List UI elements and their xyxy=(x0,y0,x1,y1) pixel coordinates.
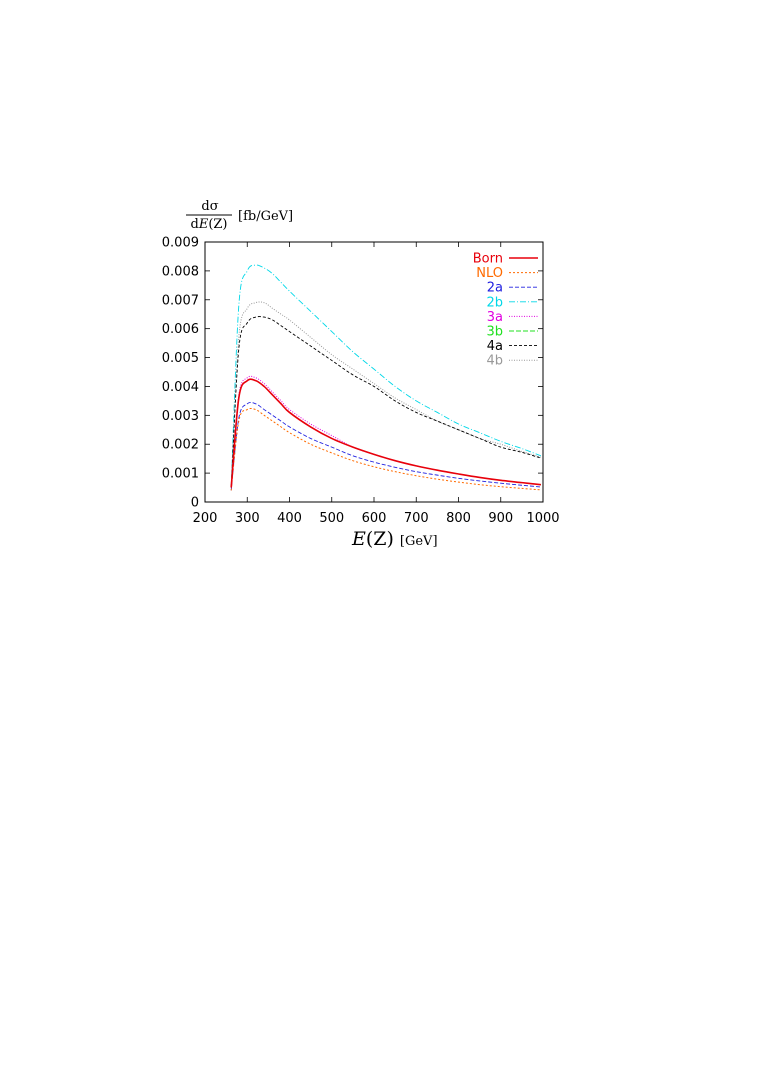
y-tick-label: 0.002 xyxy=(162,438,199,453)
y-label-denominator-arg: (Z) xyxy=(208,217,227,232)
x-label-arg: (Z) xyxy=(366,528,394,550)
y-tick-label: 0.003 xyxy=(162,409,199,424)
series-line-3b xyxy=(230,378,541,488)
y-tick-label: 0.001 xyxy=(162,467,199,482)
series-layer xyxy=(230,264,542,491)
legend-label-4b: 4b xyxy=(486,354,503,369)
legend-label-3b: 3b xyxy=(486,325,503,340)
x-tick-label: 900 xyxy=(488,511,513,526)
legend-label-2a: 2a xyxy=(487,281,503,296)
legend-label-3a: 3a xyxy=(487,310,503,325)
x-tick-label: 700 xyxy=(404,511,429,526)
y-label-denominator: dE(Z) xyxy=(190,217,227,232)
y-tick-label: 0.007 xyxy=(162,293,199,308)
y-label-unit: [fb/GeV] xyxy=(238,209,293,224)
legend-label-2b: 2b xyxy=(486,295,503,310)
series-line-born xyxy=(230,378,541,488)
x-tick-label: 1000 xyxy=(526,511,559,526)
y-tick-label: 0.006 xyxy=(162,322,199,337)
series-line-4a xyxy=(230,316,542,488)
x-label-unit: [GeV] xyxy=(400,534,438,549)
y-tick-label: 0.008 xyxy=(162,264,199,279)
legend-label-4a: 4a xyxy=(487,339,503,354)
series-line-4b xyxy=(230,301,542,488)
x-tick-label: 500 xyxy=(319,511,344,526)
x-tick-label: 400 xyxy=(277,511,302,526)
y-tick-label: 0.005 xyxy=(162,351,199,366)
x-axis-label: E(Z) [GeV] xyxy=(351,528,438,550)
y-axis-label: dσ dE(Z) [fb/GeV] xyxy=(186,199,293,232)
y-axis-ticks: 0 0.001 0.002 0.003 0.004 0.005 0.006 0.007 0.00… xyxy=(162,236,543,511)
legend-label-born: Born xyxy=(473,252,503,267)
y-label-numerator: dσ xyxy=(201,199,218,214)
series-line-2a xyxy=(230,402,541,491)
x-tick-label: 800 xyxy=(446,511,471,526)
series-line-2b xyxy=(230,264,542,488)
legend-label-nlo: NLO xyxy=(476,266,503,281)
y-tick-label: 0.004 xyxy=(162,380,199,395)
x-tick-label: 300 xyxy=(235,511,260,526)
series-line-nlo xyxy=(230,407,541,491)
series-line-3a xyxy=(230,375,541,488)
x-tick-label: 200 xyxy=(193,511,218,526)
y-tick-label: 0 xyxy=(191,496,199,511)
x-axis-ticks: 200 300 400 500 600 700 800 900 1000 xyxy=(193,242,560,526)
x-label-var: E xyxy=(351,528,366,550)
y-tick-label: 0.009 xyxy=(162,236,199,251)
x-tick-label: 600 xyxy=(362,511,387,526)
y-label-denominator-prefix: d xyxy=(190,217,198,232)
y-label-denominator-var: E xyxy=(198,217,209,232)
